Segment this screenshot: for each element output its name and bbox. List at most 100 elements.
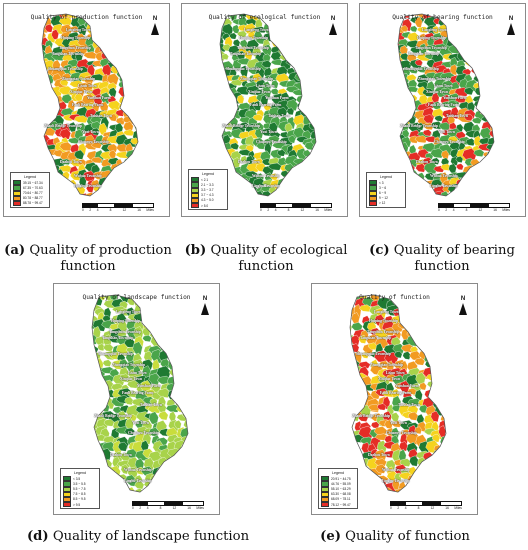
map-unit-polygon	[133, 100, 138, 115]
map-unit-polygon	[489, 74, 494, 86]
map-unit-polygon	[350, 442, 352, 451]
map-unit-polygon	[302, 82, 316, 90]
map-unit-polygon	[165, 307, 179, 317]
map-unit-polygon	[174, 321, 186, 330]
map-unit-polygon	[129, 163, 138, 175]
map-unit-polygon	[229, 32, 237, 40]
map-unit-polygon	[42, 106, 57, 117]
map-unit-polygon	[434, 115, 444, 122]
map-unit-polygon	[453, 23, 468, 33]
map-unit-polygon	[131, 88, 138, 96]
map-unit-polygon	[292, 21, 304, 36]
map-unit-polygon	[423, 322, 439, 334]
map-unit-polygon	[42, 79, 51, 90]
map-unit-polygon	[108, 32, 121, 41]
map-unit-polygon	[247, 31, 256, 39]
map-unit-polygon	[184, 367, 188, 379]
map-title-d: Quality of landscape function	[82, 294, 191, 301]
map-unit-polygon	[295, 46, 307, 55]
legend-label: 6 ~ 9	[379, 191, 387, 196]
map-unit-polygon	[489, 52, 494, 64]
scale-tick-label: 12	[430, 506, 435, 510]
map-unit-polygon	[118, 177, 131, 186]
map-unit-polygon	[111, 480, 125, 489]
map-unit-polygon	[490, 100, 494, 113]
map-unit-polygon	[171, 487, 187, 493]
place-label: Huiping Township	[61, 36, 91, 40]
map-unit-polygon	[439, 313, 446, 324]
map-unit-polygon	[120, 464, 129, 475]
map-unit-polygon	[42, 150, 52, 162]
map-unit-polygon	[302, 171, 313, 181]
map-unit-polygon	[62, 72, 72, 82]
map-unit-polygon	[176, 349, 185, 362]
map-unit-polygon	[311, 72, 316, 86]
map-unit-polygon	[157, 481, 168, 490]
map-unit-polygon	[156, 327, 172, 338]
map-unit-polygon	[486, 39, 494, 47]
north-arrow-icon: N	[458, 296, 468, 315]
map-unit-polygon	[350, 300, 353, 309]
legend-entry: 3.7 ~ 4.3	[191, 192, 225, 199]
map-unit-polygon	[458, 191, 470, 196]
map-unit-polygon	[102, 470, 114, 485]
scale-tick-label: 0	[260, 208, 262, 212]
map-unit-polygon	[486, 149, 494, 161]
map-unit-polygon	[458, 45, 469, 54]
legend-label: 44.76 ~ 55.09	[331, 481, 351, 486]
legend-entry: > 9.5	[63, 502, 97, 508]
map-unit-polygon	[124, 396, 134, 406]
map-unit-polygon	[84, 191, 96, 196]
legend-title: Legend	[202, 172, 214, 176]
place-label: Zhaoli Bridge Township	[400, 124, 438, 128]
map-unit-polygon	[288, 33, 299, 43]
map-title-e: Quality of function	[359, 294, 430, 301]
map-unit-polygon	[92, 402, 100, 414]
legend-label: 70.64 ~ 80.77	[23, 191, 43, 196]
map-unit-polygon	[416, 26, 430, 34]
map-unit-polygon	[303, 155, 315, 165]
legend-label: > 5.0	[201, 203, 209, 208]
map-unit-polygon	[307, 108, 316, 119]
map-unit-polygon	[294, 170, 304, 184]
place-label: Tangchun Township	[109, 329, 141, 334]
map-unit-polygon	[443, 341, 446, 356]
map-unit-polygon	[440, 163, 452, 171]
map-unit-polygon	[491, 79, 494, 86]
map-unit-polygon	[262, 44, 273, 57]
place-label: Shuangqiao Township	[48, 67, 83, 71]
map-unit-polygon	[76, 159, 87, 166]
map-unit-polygon	[418, 344, 431, 353]
scale-tick-label: 2	[445, 208, 448, 212]
map-unit-polygon	[160, 307, 172, 318]
map-unit-polygon	[308, 45, 316, 59]
place-label: Shuangqiao Township	[404, 67, 439, 71]
map-unit-polygon	[482, 170, 494, 179]
map-unit-polygon	[343, 389, 350, 403]
map-unit-polygon	[311, 155, 316, 168]
legend-label: 55.10 ~ 63.29	[331, 487, 351, 492]
region-map-d	[91, 294, 189, 493]
legend-label: < 3.5	[73, 476, 81, 481]
legend-title: Legend	[74, 471, 86, 475]
map-unit-polygon	[132, 168, 138, 182]
legend-swatch	[321, 486, 329, 492]
place-label: Lisun Town	[386, 370, 405, 375]
map-unit-polygon	[350, 421, 354, 431]
legend-label: 67.35 ~ 70.63	[23, 185, 43, 190]
map-unit-polygon	[311, 93, 316, 103]
north-arrow-icon: N	[506, 16, 516, 35]
map-unit-polygon	[270, 88, 280, 96]
scale-tick-label: 4	[274, 208, 277, 212]
legend-e: Legend 20.91 ~ 44.75 44.76 ~ 55.09 55.10 ~ …	[318, 468, 358, 510]
map-unit-polygon	[167, 471, 177, 486]
map-unit-polygon	[358, 488, 373, 493]
map-unit-polygon	[167, 327, 176, 338]
map-unit-polygon	[288, 182, 300, 196]
map-unit-polygon	[401, 315, 414, 328]
scale-tick-label: 0	[82, 208, 84, 212]
map-unit-polygon	[350, 414, 352, 425]
place-label: Tangshan Township	[230, 52, 262, 56]
map-unit-polygon	[303, 191, 316, 196]
map-unit-polygon	[180, 477, 188, 492]
